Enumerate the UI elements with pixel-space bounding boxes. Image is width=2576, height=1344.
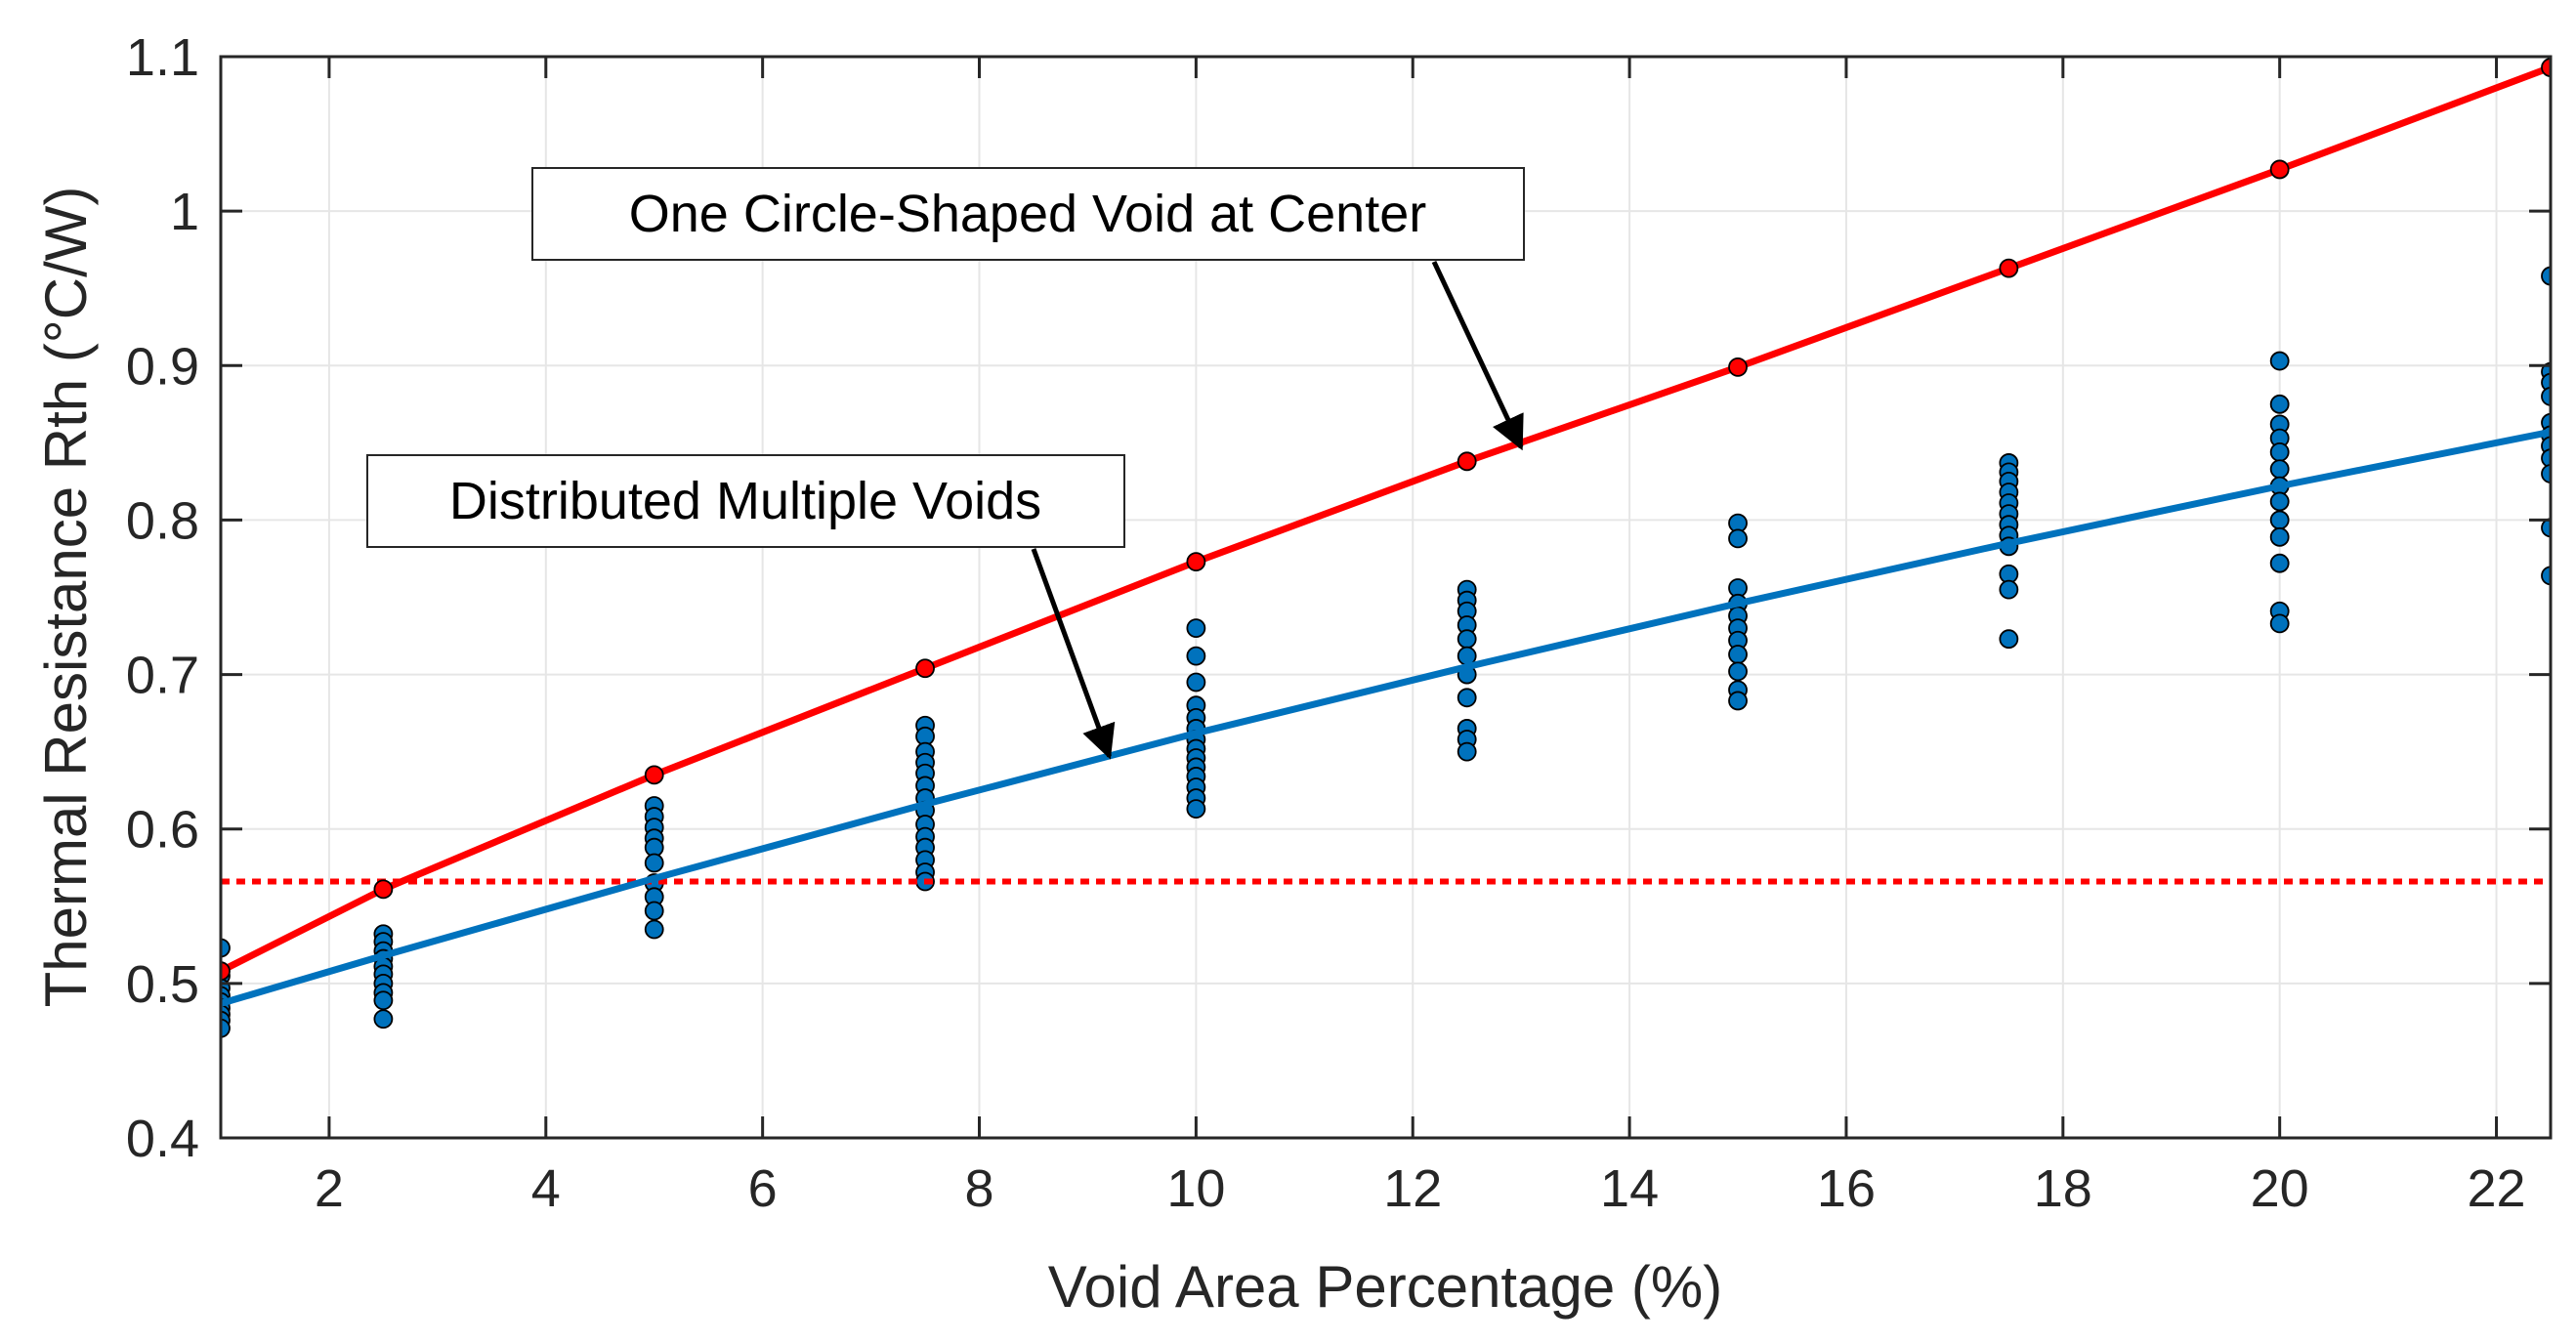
- scatter-point: [1457, 688, 1477, 708]
- x-tick-label: 18: [2034, 1159, 2092, 1218]
- scatter-point: [2269, 459, 2290, 480]
- x-axis-label: Void Area Percentage (%): [1048, 1254, 1722, 1320]
- scatter-point: [2541, 518, 2551, 538]
- single-void-point: [1728, 357, 1748, 377]
- scatter-point: [1728, 528, 1748, 549]
- plot-series: [221, 58, 2551, 1038]
- x-tick-label: 8: [964, 1159, 993, 1218]
- single-void-line: [221, 63, 2551, 975]
- annotations: One Circle-Shaped Void at Center Distrib…: [366, 167, 1525, 760]
- single-void-point: [2269, 159, 2290, 180]
- x-tick-label: 20: [2251, 1159, 2309, 1218]
- scatter-point: [373, 1009, 394, 1029]
- single-void-point: [1186, 552, 1206, 572]
- y-tick-label: 1: [170, 183, 199, 241]
- y-tick-label: 1.1: [126, 28, 199, 87]
- scatter-point: [373, 990, 394, 1011]
- scatter-point: [2269, 526, 2290, 547]
- x-tick-label: 4: [531, 1159, 561, 1218]
- scatter-point: [1999, 629, 2019, 650]
- y-tick-label: 0.7: [126, 647, 199, 705]
- x-tick-label: 6: [748, 1159, 778, 1218]
- scatter-point: [2541, 372, 2551, 393]
- y-tick-label: 0.6: [126, 801, 199, 860]
- distributed-voids-line: [221, 428, 2551, 1007]
- x-tick-label: 14: [1600, 1159, 1659, 1218]
- scatter-point: [1999, 579, 2019, 600]
- scatter-point: [2269, 491, 2290, 512]
- annotation-distributed-text: Distributed Multiple Voids: [449, 472, 1041, 530]
- scatter-point: [1457, 629, 1477, 650]
- scatter-point: [221, 938, 231, 958]
- single-void-point: [915, 658, 935, 679]
- scatter-point: [1186, 799, 1206, 819]
- annotation-distributed-arrow: [1031, 548, 1116, 760]
- scatter-point: [2541, 566, 2551, 586]
- annotation-distributed: Distributed Multiple Voids: [366, 454, 1125, 760]
- single-void-point: [2541, 58, 2551, 77]
- scatter-point: [644, 919, 664, 940]
- single-void-point: [373, 879, 394, 900]
- scatter-point: [2541, 387, 2551, 406]
- x-tick-label: 12: [1383, 1159, 1442, 1218]
- y-tick-label: 0.5: [126, 955, 199, 1014]
- scatter-point: [2269, 613, 2290, 634]
- scatter-point: [2541, 266, 2551, 286]
- x-tick-label: 22: [2467, 1159, 2525, 1218]
- scatter-point: [1186, 646, 1206, 666]
- scatter-point: [2541, 464, 2551, 483]
- plot-frame: [219, 55, 2553, 1140]
- scatter-point: [2269, 510, 2290, 530]
- x-tick-label: 10: [1166, 1159, 1225, 1218]
- scatter-point: [1728, 661, 1748, 682]
- scatter-point: [1457, 741, 1477, 762]
- axis-ticks: 2 4 6 8 10 12 14 16 18 20 22 0.4 0.5 0.6 0.7 0.8 0.9 1 1.1: [126, 28, 2551, 1218]
- single-void-point: [1999, 258, 2019, 278]
- scatter-point: [2269, 351, 2290, 371]
- scatter-point: [2269, 394, 2290, 414]
- scatter-point: [2269, 441, 2290, 462]
- y-tick-label: 0.4: [126, 1110, 199, 1168]
- scatter-point: [2541, 448, 2551, 469]
- annotation-circle-void-text: One Circle-Shaped Void at Center: [629, 185, 1426, 243]
- scatter-point: [221, 1018, 231, 1038]
- single-void-point: [1457, 451, 1477, 472]
- y-tick-label: 0.9: [126, 337, 199, 396]
- scatter-point: [1728, 645, 1748, 664]
- annotation-circle-void: One Circle-Shaped Void at Center: [531, 167, 1525, 451]
- annotation-circle-void-box: [531, 167, 1525, 261]
- x-tick-label: 2: [315, 1159, 344, 1218]
- y-axis-label: Thermal Resistance Rth (°C/W): [33, 187, 99, 1008]
- annotation-distributed-box: [366, 454, 1125, 548]
- scatter-point: [1728, 691, 1748, 711]
- single-void-point: [221, 961, 231, 982]
- scatter-point: [644, 901, 664, 921]
- y-tick-label: 0.8: [126, 491, 199, 550]
- x-tick-label: 16: [1817, 1159, 1876, 1218]
- single-void-point: [644, 765, 664, 785]
- scatter-point: [1186, 618, 1206, 639]
- scatter-point: [1186, 672, 1206, 693]
- scatter-point: [2269, 553, 2290, 573]
- scatter-point: [644, 853, 664, 873]
- annotation-circle-void-arrow: [1431, 260, 1524, 451]
